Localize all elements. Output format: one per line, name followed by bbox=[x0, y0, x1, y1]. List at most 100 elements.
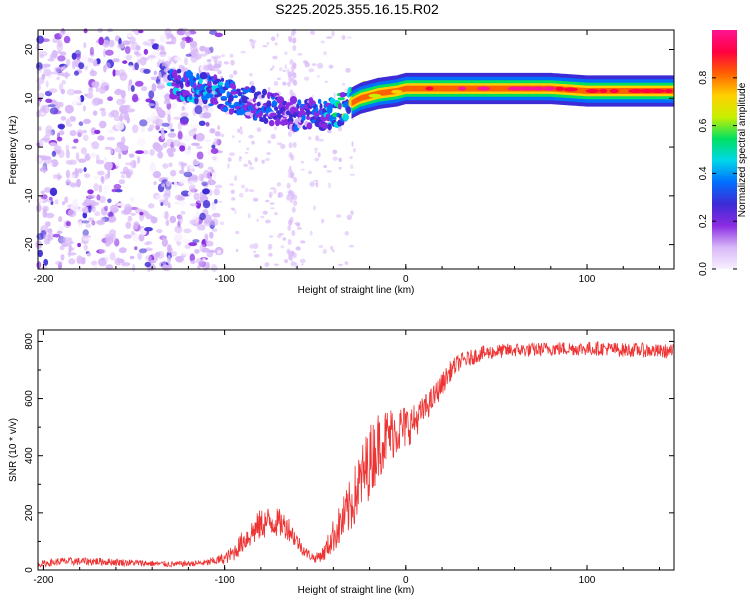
noise-blob bbox=[134, 62, 139, 71]
noise-blob bbox=[288, 219, 293, 226]
noise-blob bbox=[127, 82, 131, 92]
noise-blob bbox=[37, 249, 43, 258]
noise-blob bbox=[52, 233, 61, 238]
ridge-blob bbox=[208, 93, 214, 99]
noise-blob bbox=[99, 120, 107, 129]
noise-blob bbox=[338, 263, 343, 266]
noise-blob bbox=[240, 184, 246, 189]
noise-blob bbox=[211, 212, 221, 218]
ridge-blob bbox=[176, 68, 182, 74]
noise-blob bbox=[165, 41, 175, 45]
noise-blob bbox=[149, 259, 157, 264]
noise-blob bbox=[300, 168, 305, 171]
noise-blob bbox=[87, 57, 91, 63]
noise-blob bbox=[121, 262, 131, 267]
noise-blob bbox=[326, 36, 333, 39]
noise-blob bbox=[217, 249, 222, 255]
ridge-blob bbox=[232, 84, 237, 90]
noise-blob bbox=[213, 137, 219, 146]
noise-blob bbox=[214, 184, 223, 189]
noise-blob bbox=[90, 68, 94, 75]
noise-blob bbox=[132, 160, 137, 169]
noise-blob bbox=[60, 116, 67, 121]
noise-blob bbox=[176, 233, 183, 243]
noise-blob bbox=[124, 46, 131, 54]
noise-blob bbox=[165, 180, 171, 187]
noise-blob bbox=[43, 258, 49, 266]
noise-blob bbox=[95, 86, 99, 93]
noise-blob bbox=[184, 57, 188, 66]
noise-blob bbox=[98, 36, 104, 46]
noise-blob bbox=[284, 64, 287, 70]
ridge-blob bbox=[180, 82, 184, 89]
noise-blob bbox=[289, 254, 293, 261]
noise-blob bbox=[133, 221, 139, 228]
noise-blob bbox=[97, 135, 105, 141]
noise-blob bbox=[324, 80, 328, 83]
noise-blob bbox=[353, 147, 356, 153]
noise-blob bbox=[207, 179, 216, 186]
noise-blob bbox=[202, 200, 211, 209]
noise-blob bbox=[167, 114, 171, 123]
noise-blob bbox=[76, 129, 84, 138]
noise-blob bbox=[181, 106, 185, 111]
noise-blob bbox=[48, 88, 58, 94]
noise-blob bbox=[83, 198, 93, 206]
noise-blob bbox=[125, 168, 134, 176]
noise-blob bbox=[318, 138, 325, 142]
noise-blob bbox=[56, 42, 64, 52]
colorbar-gradient bbox=[712, 30, 737, 269]
noise-blob bbox=[91, 81, 100, 88]
noise-blob bbox=[232, 135, 235, 139]
noise-blob bbox=[292, 63, 297, 70]
noise-blob bbox=[147, 103, 155, 107]
noise-blob bbox=[173, 180, 178, 188]
noise-blob bbox=[287, 81, 291, 87]
noise-blob bbox=[303, 60, 308, 64]
noise-blob bbox=[142, 150, 149, 155]
noise-blob bbox=[268, 194, 272, 199]
noise-blob bbox=[276, 142, 283, 146]
noise-blob bbox=[56, 132, 61, 140]
noise-blob bbox=[196, 224, 206, 231]
ridge-blob bbox=[280, 97, 284, 103]
noise-blob bbox=[282, 69, 286, 73]
noise-blob bbox=[166, 33, 171, 40]
noise-blob bbox=[338, 166, 342, 170]
noise-blob bbox=[291, 230, 296, 236]
noise-blob bbox=[51, 142, 58, 147]
noise-blob bbox=[119, 145, 129, 151]
noise-blob bbox=[276, 77, 281, 81]
noise-blob bbox=[293, 80, 298, 87]
noise-blob bbox=[209, 231, 214, 239]
noise-blob bbox=[117, 258, 125, 264]
noise-blob bbox=[206, 251, 214, 258]
noise-blob bbox=[126, 108, 135, 113]
noise-blob bbox=[80, 147, 87, 155]
noise-blob bbox=[326, 170, 332, 173]
noise-blob bbox=[265, 219, 271, 224]
ridge-blob bbox=[346, 106, 352, 115]
noise-blob bbox=[139, 211, 144, 216]
noise-blob bbox=[179, 145, 186, 152]
ridge-blob bbox=[283, 118, 289, 126]
noise-blob bbox=[53, 110, 62, 115]
noise-blob bbox=[250, 41, 256, 46]
y-tick-label: 0 bbox=[24, 567, 35, 573]
noise-blob bbox=[311, 95, 314, 98]
noise-blob bbox=[85, 223, 92, 229]
ridge-blob bbox=[339, 92, 347, 98]
noise-blob bbox=[214, 55, 221, 59]
x-tick-label: 0 bbox=[403, 274, 409, 285]
noise-blob bbox=[194, 105, 203, 115]
ridge-core bbox=[368, 93, 382, 98]
noise-blob bbox=[344, 231, 350, 236]
noise-blob bbox=[45, 98, 53, 104]
noise-blob bbox=[165, 110, 172, 115]
noise-blob bbox=[197, 265, 201, 269]
noise-blob bbox=[49, 196, 53, 201]
noise-blob bbox=[151, 43, 160, 50]
noise-blob bbox=[292, 37, 296, 44]
colorbar-tick-label: 0.6 bbox=[698, 118, 709, 132]
noise-blob bbox=[144, 227, 153, 232]
